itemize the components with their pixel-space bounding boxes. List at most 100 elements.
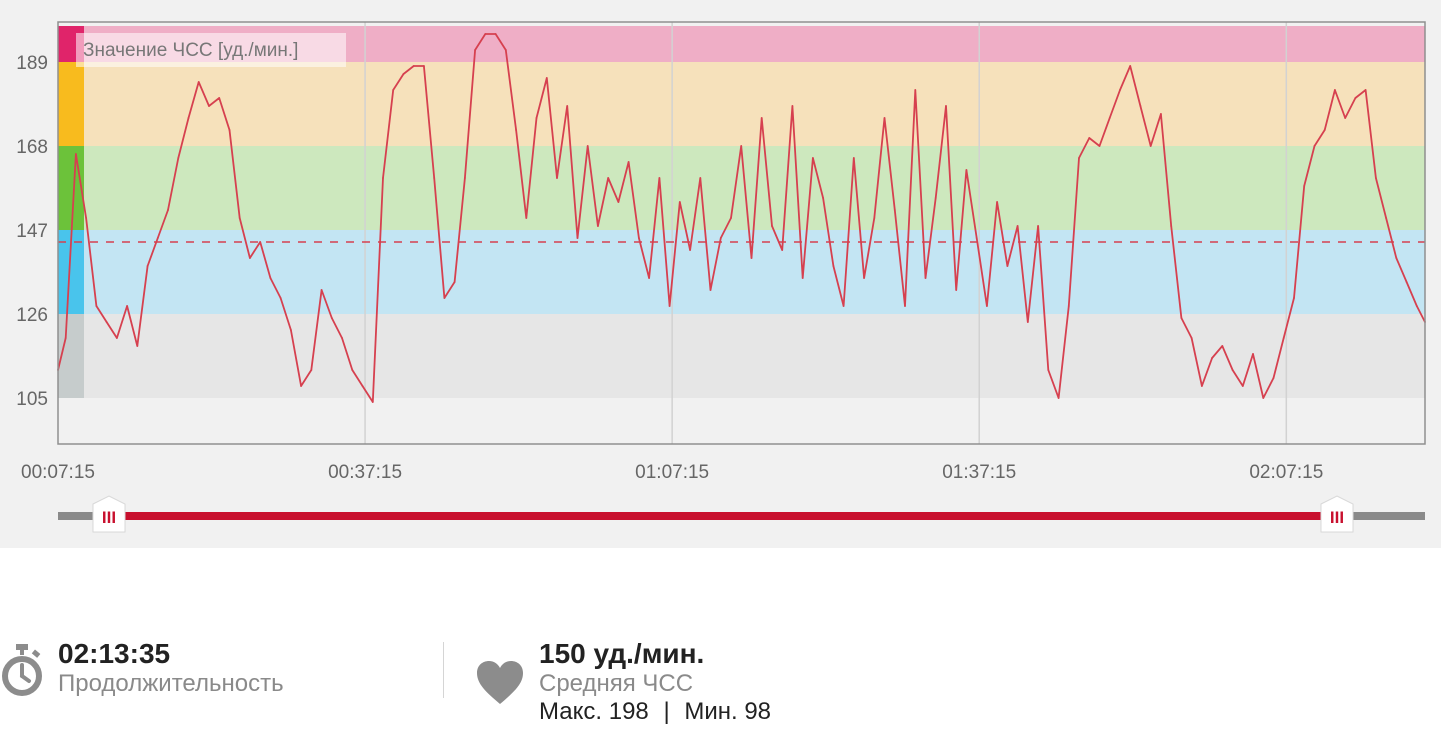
heart-rate-chart: 105 126 147 168 189 00:07:15 00:37:15 01:07:15…	[16, 21, 1426, 520]
hr-zone-marker-4	[58, 62, 84, 146]
heart-rate-point	[146, 265, 149, 267]
y-tick-label: 168	[16, 137, 48, 158]
summary-stats: 02:13:35 Продолжительность 150 уд./мин. …	[0, 630, 1441, 731]
heart-rate-point	[668, 305, 671, 307]
y-tick-label: 105	[16, 389, 48, 410]
hr-zone-marker-1	[58, 314, 84, 398]
heart-rate-point	[1313, 145, 1316, 147]
heart-rate-point	[126, 305, 128, 307]
heart-rate-point	[1078, 157, 1080, 159]
heart-rate-point	[586, 145, 589, 147]
max-heart-rate: Макс. 198	[539, 698, 649, 725]
heart-rate-point	[1016, 225, 1019, 227]
heart-rate-point	[187, 117, 190, 119]
heart-icon	[476, 660, 524, 711]
heart-rate-point	[627, 161, 630, 163]
heart-rate-point	[95, 305, 98, 307]
min-heart-rate: Мин. 98	[684, 698, 772, 725]
heart-rate-point	[474, 49, 477, 51]
heart-rate-point	[689, 249, 691, 251]
heart-rate-point	[238, 217, 241, 219]
heart-rate-point	[873, 217, 876, 219]
heart-rate-point	[637, 237, 640, 239]
duration-value: 02:13:35	[58, 638, 171, 669]
heart-rate-point	[791, 105, 794, 107]
heart-rate-point	[719, 237, 722, 239]
heart-rate-point	[678, 201, 681, 203]
heart-rate-point	[771, 225, 773, 227]
heart-rate-point	[494, 33, 497, 35]
hr-zone-band-2	[58, 230, 1425, 314]
heart-rate-point	[515, 129, 517, 131]
heart-rate-point	[105, 321, 108, 323]
heart-rate-point	[1149, 145, 1152, 147]
hr-zone-marker-3	[58, 146, 84, 230]
heart-rate-point	[1180, 317, 1183, 319]
heart-rate-point	[1139, 105, 1142, 107]
heart-rate-point	[1334, 89, 1336, 91]
heart-rate-point	[1405, 281, 1408, 283]
heart-rate-point	[1231, 369, 1234, 371]
heart-rate-point	[1241, 385, 1244, 387]
heart-rate-point	[822, 197, 825, 199]
heart-rate-point	[1200, 385, 1203, 387]
handle-grip-icon: III	[102, 508, 116, 527]
heart-rate-point	[197, 81, 200, 83]
heart-rate-point	[1303, 185, 1306, 187]
heart-rate-point	[801, 277, 804, 279]
heart-rate-point	[1293, 297, 1295, 299]
chart-panel: 105 126 147 168 189 00:07:15 00:37:15 01:07:15…	[0, 0, 1441, 548]
heart-rate-point	[1395, 257, 1398, 259]
heart-rate-point	[504, 49, 507, 51]
heart-rate-point	[423, 65, 425, 67]
heart-rate-point	[556, 177, 558, 179]
heart-rate-point	[361, 385, 364, 387]
heart-rate-point	[1037, 225, 1039, 227]
heart-rate-point	[177, 157, 180, 159]
handle-grip-icon: III	[1330, 508, 1344, 527]
heart-rate-point	[904, 305, 906, 307]
heart-rate-point	[1272, 377, 1275, 379]
heart-rate-point	[1415, 305, 1418, 307]
heart-rate-point	[1252, 353, 1254, 355]
heart-rate-point	[75, 153, 77, 155]
heart-rate-point	[730, 217, 732, 219]
heart-rate-point	[883, 117, 886, 119]
heart-rate-point	[658, 177, 661, 179]
heart-rate-point	[740, 145, 743, 147]
heart-rate-point	[597, 225, 599, 227]
heart-rate-point	[1190, 337, 1193, 339]
x-tick-label: 02:07:15	[1249, 462, 1323, 483]
plot-frame	[57, 21, 1426, 445]
heart-rate-point	[443, 297, 446, 299]
hr-zone-band-1	[58, 314, 1425, 398]
average-heart-rate-label: Средняя ЧСС	[539, 670, 694, 697]
stats-divider	[443, 642, 444, 698]
stopwatch-icon	[0, 642, 44, 703]
heart-rate-point	[300, 385, 303, 387]
heart-rate-point	[1344, 117, 1347, 119]
heart-rate-point	[433, 177, 436, 179]
heart-rate-point	[617, 201, 620, 203]
heart-rate-point	[566, 105, 569, 107]
heart-rate-point	[115, 337, 118, 339]
range-slider-end-handle[interactable]: III	[1319, 494, 1355, 534]
heart-rate-point	[371, 401, 374, 403]
heart-rate-point	[463, 177, 466, 179]
heart-rate-point	[781, 249, 784, 251]
heart-rate-point	[259, 241, 262, 243]
heart-rate-point	[156, 237, 159, 239]
heart-rate-point	[1221, 345, 1224, 347]
hr-zone-band-3	[58, 146, 1425, 230]
heart-rate-point	[167, 209, 169, 211]
heart-rate-point	[975, 237, 978, 239]
x-tick-label: 00:37:15	[328, 462, 402, 483]
heart-rate-point	[64, 337, 67, 339]
heart-rate-point	[1098, 145, 1101, 147]
heart-rate-point	[924, 277, 927, 279]
range-slider-start-handle[interactable]: III	[91, 494, 127, 534]
heart-rate-point	[320, 289, 323, 291]
heart-rate-point	[699, 177, 702, 179]
heart-rate-point	[709, 289, 712, 291]
heart-rate-point	[1047, 369, 1050, 371]
